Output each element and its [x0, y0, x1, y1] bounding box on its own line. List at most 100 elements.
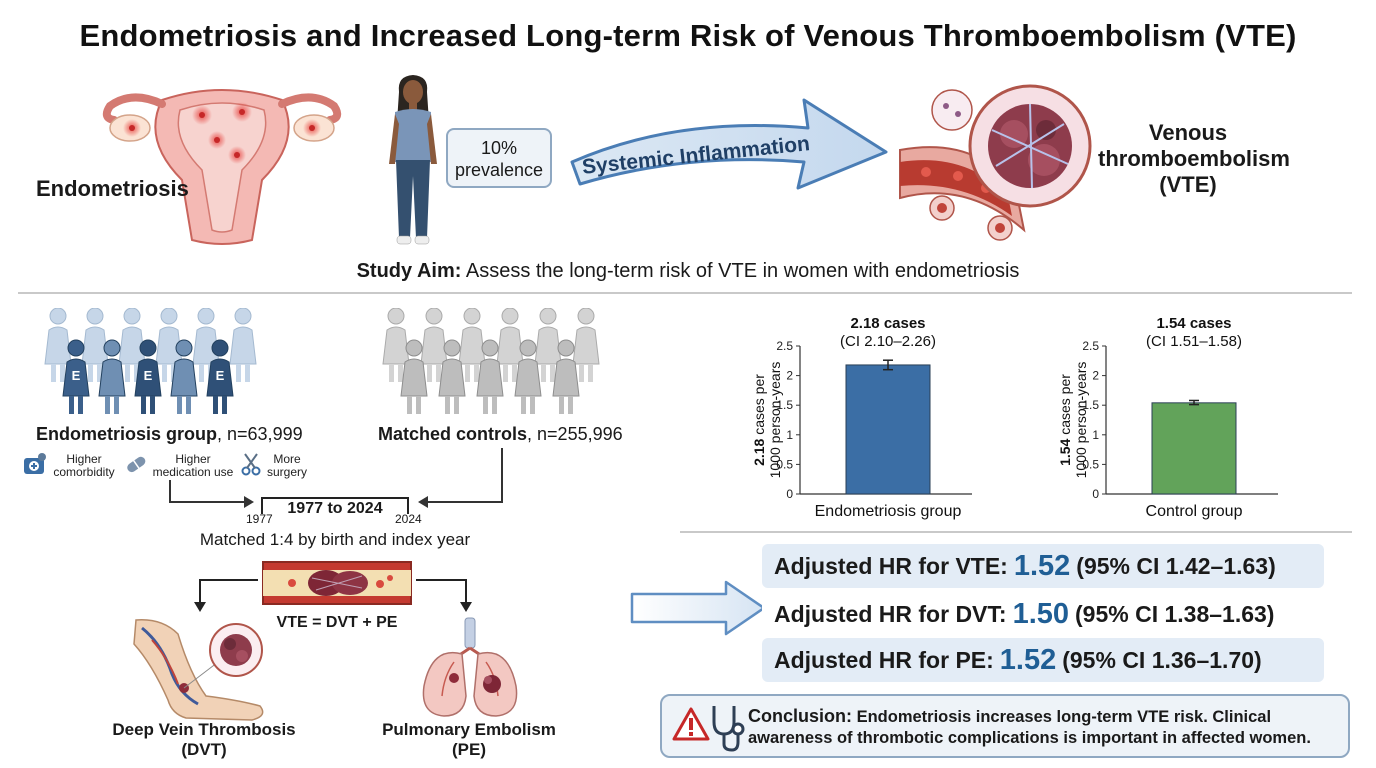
hr-vte-ci: (95% CI 1.42–1.63) [1076, 552, 1276, 579]
prevalence-word: prevalence [454, 160, 544, 180]
control-chart-bar [1151, 402, 1237, 495]
hr-pe-label: Adjusted HR for PE: [774, 646, 994, 673]
prevalence-value: 10% [480, 138, 518, 158]
hr-dvt-value: 1.50 [1012, 597, 1070, 630]
results-arrow [630, 580, 766, 636]
woman-figure-icon [552, 339, 580, 414]
timeline-period: 1977 to 2024 [287, 500, 383, 517]
vte-equation: VTE = DVT + PE [276, 614, 398, 631]
warning-icon [672, 707, 710, 741]
results-divider [680, 531, 1352, 533]
control-chart-category-label: Control group [1146, 503, 1243, 520]
hr-vte-value: 1.52 [1013, 549, 1071, 582]
controls-name: Matched controls [378, 424, 528, 444]
woman-figure-icon [389, 75, 437, 245]
page-title: Endometriosis and Increased Long-term Ri… [79, 18, 1297, 53]
factor-surgery-line1: More [273, 452, 301, 466]
leg-dvt-illustration [133, 619, 264, 721]
conclusion-box: Conclusion: Endometriosis increases long… [660, 694, 1350, 758]
timeline-flow [169, 448, 503, 514]
endo-chart-y-tick-label: 1 [786, 428, 793, 442]
lungs-pe-illustration [422, 617, 518, 717]
woman-figure-icon: E [62, 339, 90, 414]
dvt-label-line2: (DVT) [181, 740, 227, 759]
endo-chart-y-tick-label: 2 [786, 369, 793, 383]
hr-dvt-box: Adjusted HR for DVT: 1.50 (95% CI 1.38–1.6… [762, 592, 1324, 636]
timeline-end-year: 2024 [395, 512, 422, 526]
hr-dvt-ci: (95% CI 1.38–1.63) [1075, 600, 1275, 627]
systemic-inflammation-arrow: Systemic Inflammation [570, 98, 888, 190]
dvt-label-line1: Deep Vein Thrombosis [112, 720, 296, 739]
woman-figure-icon [170, 339, 198, 414]
woman-figure-icon [458, 308, 486, 382]
matching-text: Matched 1:4 by birth and index year [199, 530, 471, 549]
control-chart-bar-label: 1.54 cases [1156, 315, 1231, 332]
endometriosis-group-label: Endometriosis group, n=63,999 [36, 424, 303, 445]
vte-label-line3: (VTE) [1159, 172, 1217, 197]
woman-figure-icon [420, 308, 448, 382]
controls-n: , n=255,996 [527, 424, 623, 444]
woman-figure-icon [572, 308, 600, 382]
endo-chart-y-tick-label: 0 [786, 487, 793, 501]
conclusion-label: Conclusion: [748, 706, 852, 726]
woman-figure-icon: E [134, 339, 162, 414]
factor-comorbidity: Higher comorbidity [46, 453, 122, 479]
conclusion-line2: awareness of thrombotic complications is… [748, 729, 1311, 747]
prevalence-box: 10% prevalence [446, 128, 552, 188]
factor-surgery: More surgery [262, 453, 312, 479]
vte-label: Venous thromboembolism (VTE) [1098, 120, 1290, 198]
endometriosis-group-name: Endometriosis group [36, 424, 218, 444]
study-aim-label: Study Aim: [356, 260, 462, 282]
vessel-clot-icon [262, 561, 412, 605]
endometriosis-label: Endometriosis [36, 176, 189, 201]
woman-figure-icon [229, 308, 257, 382]
endometriosis-rate-chart: 0 0.5 1 1.5 2 2.5 2.18 cases(CI 2.10–2.26) Endo… [751, 315, 972, 520]
woman-figure-icon [118, 308, 146, 382]
control-chart-y-axis-label-line2: 1000 person-years [1073, 362, 1089, 479]
control-chart-y-tick-label: 2.5 [1082, 339, 1099, 353]
woman-figure-icon [534, 308, 562, 382]
study-aim: Study Aim: Assess the long-term risk of … [0, 260, 1376, 283]
endo-chart-bar-label: 2.18 cases [850, 315, 925, 332]
control-chart-y-tick-label: 1.5 [1082, 398, 1099, 412]
factor-comorbidity-line1: Higher [66, 452, 102, 466]
factor-surgery-line2: surgery [266, 465, 307, 479]
factor-medication-line1: Higher [175, 452, 211, 466]
study-aim-text: Assess the long-term risk of VTE in wome… [461, 260, 1020, 282]
hr-dvt-label: Adjusted HR for DVT: [774, 600, 1007, 627]
timeline-start-year: 1977 [246, 512, 273, 526]
pe-label-line1: Pulmonary Embolism [382, 720, 556, 739]
endo-chart-y-tick-label: 2.5 [776, 339, 793, 353]
woman-figure-icon [476, 339, 504, 414]
endo-chart-bar-ci: (CI 2.10–2.26) [840, 333, 936, 350]
controls-label: Matched controls, n=255,996 [378, 424, 623, 445]
woman-figure-icon: E [206, 339, 234, 414]
woman-figure-icon [514, 339, 542, 414]
control-rate-chart: 0 0.5 1 1.5 2 2.5 1.54 cases(CI 1.51–1.58) Cont… [1057, 315, 1278, 520]
endo-chart-y-tick-label: 1.5 [776, 398, 793, 412]
endometriosis-group-n: , n=63,999 [217, 424, 303, 444]
woman-figure-icon [400, 339, 428, 414]
figure-letter: E [72, 368, 81, 383]
stethoscope-icon [712, 706, 745, 752]
vte-label-line1: Venous [1148, 120, 1228, 145]
conclusion-text: Conclusion: Endometriosis increases long… [748, 706, 1346, 749]
scissors-icon [241, 453, 261, 476]
endo-chart-category-label: Endometriosis group [815, 503, 962, 520]
endo-chart-y-axis-label-line2: 1000 person-years [767, 362, 783, 479]
hr-vte-label: Adjusted HR for VTE: [774, 552, 1008, 579]
control-chart-bar-ci: (CI 1.51–1.58) [1146, 333, 1242, 350]
hr-vte-box: Adjusted HR for VTE: 1.52 (95% CI 1.42–1.6… [762, 544, 1324, 588]
endo-chart-y-axis-label: 2.18 cases per [751, 374, 767, 466]
factor-medication-line2: medication use [152, 465, 234, 479]
woman-figure-icon [98, 339, 126, 414]
woman-figure-icon [44, 308, 72, 382]
uterus-illustration [102, 89, 342, 245]
woman-figure-icon [81, 308, 109, 382]
endo-chart-y-tick-label: 0.5 [776, 457, 793, 471]
split-arrows [194, 579, 472, 612]
section-divider [18, 292, 1352, 294]
conclusion-line1: Endometriosis increases long-term VTE ri… [852, 708, 1272, 726]
control-chart-y-axis-label: 1.54 cases per [1057, 374, 1073, 466]
